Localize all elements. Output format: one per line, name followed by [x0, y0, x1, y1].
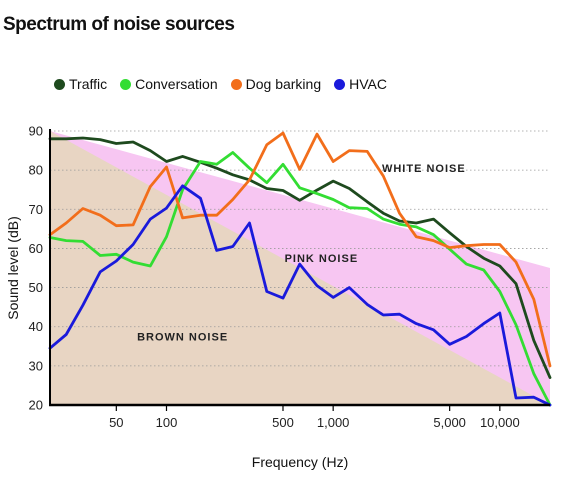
chart-title: Spectrum of noise sources — [3, 14, 235, 35]
white-noise-label: WHITE NOISE — [382, 163, 466, 175]
y-tick-label: 70 — [29, 202, 43, 217]
legend-swatch — [54, 78, 65, 90]
legend-swatch — [230, 78, 242, 90]
legend-label: Dog barking — [245, 76, 322, 92]
y-tick-label: 50 — [29, 280, 43, 295]
x-tick-label: 500 — [272, 415, 294, 430]
legend-item-conversation: Conversation — [120, 76, 218, 92]
legend-swatch — [334, 78, 346, 90]
series-line-dog-barking — [48, 131, 552, 368]
series-line-conversation — [48, 151, 552, 407]
legend-label: Traffic — [69, 76, 108, 92]
x-tick-label: 10,000 — [480, 415, 520, 430]
chart-legend: Traffic Conversation Dog barking HVAC — [54, 75, 400, 93]
y-tick-label: 60 — [29, 241, 43, 256]
y-tick-label: 80 — [29, 163, 43, 178]
x-tick-label: 100 — [156, 415, 178, 430]
y-tick-label: 40 — [29, 319, 43, 334]
x-tick-label: 50 — [109, 415, 123, 430]
brown-noise-label: BROWN NOISE — [137, 331, 228, 343]
x-tick-label: 5,000 — [433, 415, 466, 430]
legend-label: Conversation — [135, 76, 218, 92]
y-tick-label: 30 — [29, 358, 43, 373]
pink-noise-label: PINK NOISE — [285, 253, 359, 265]
legend-item-dog-barking: Dog barking — [230, 76, 322, 92]
y-axis-title: Sound level (dB) — [5, 216, 21, 320]
brown-noise-band — [50, 131, 550, 405]
legend-label: HVAC — [349, 76, 387, 92]
legend-swatch — [120, 78, 132, 90]
x-tick-label: 1,000 — [317, 415, 350, 430]
y-tick-label: 90 — [29, 124, 43, 139]
y-tick-label: 20 — [29, 398, 43, 413]
legend-item-traffic: Traffic — [54, 76, 107, 92]
x-axis-title: Frequency (Hz) — [252, 454, 348, 470]
legend-item-hvac: HVAC — [334, 76, 387, 92]
series-line-hvac — [48, 184, 552, 407]
